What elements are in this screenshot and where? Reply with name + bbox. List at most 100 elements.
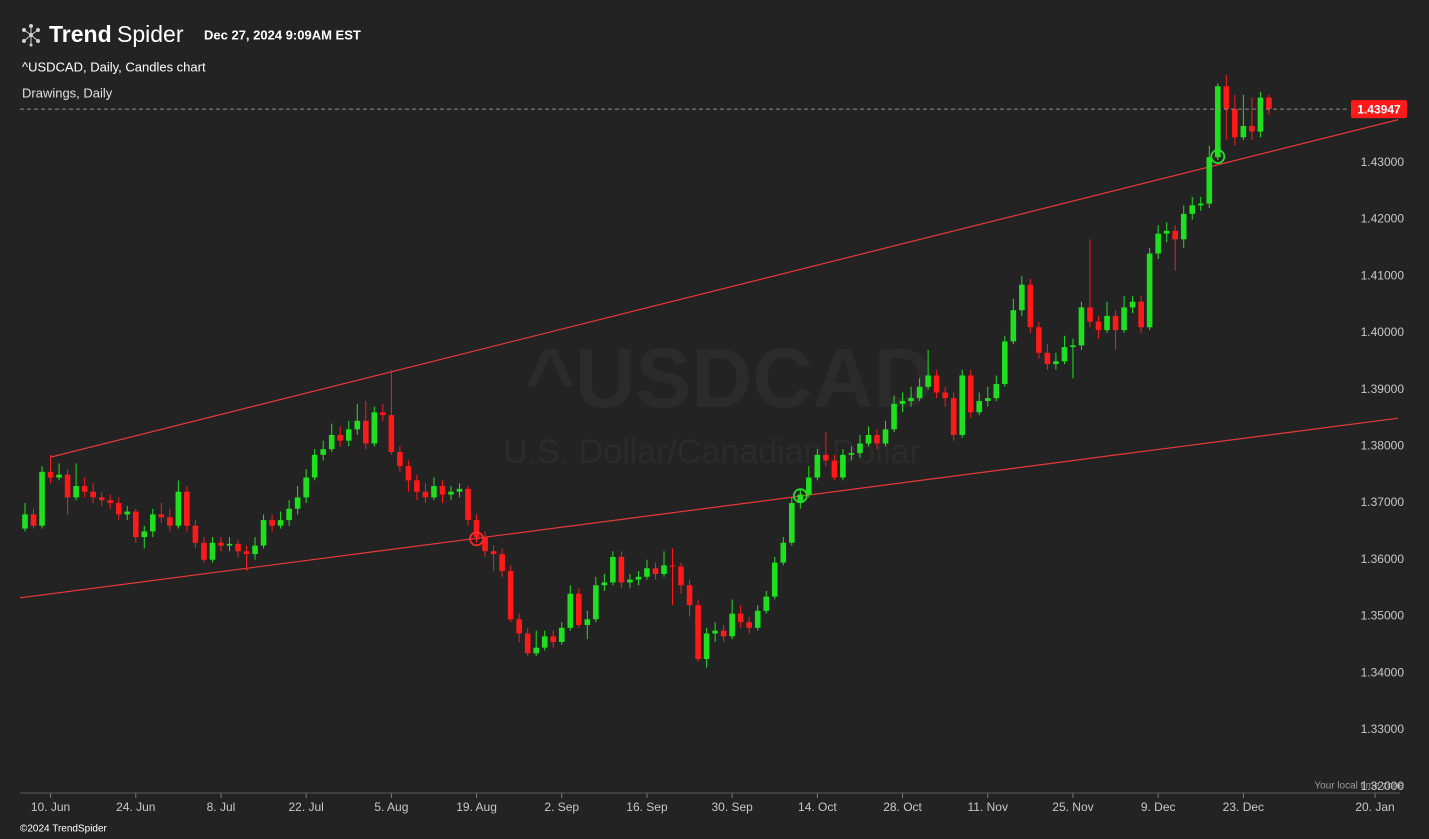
candle-body	[950, 398, 957, 435]
candle-body	[1257, 97, 1264, 132]
x-tick-label: 2. Sep	[544, 800, 579, 814]
candle-body	[823, 454, 829, 461]
candle-body	[1044, 352, 1051, 365]
candles	[22, 74, 1272, 668]
candle-body	[618, 556, 625, 583]
candle-body	[797, 494, 804, 504]
candle-body	[124, 511, 131, 515]
x-tick-label: 25. Nov	[1052, 800, 1093, 814]
candle-body	[1070, 345, 1076, 348]
watermark: ^USDCAD	[526, 331, 934, 425]
candle-body	[959, 375, 965, 435]
signal-circle	[1210, 149, 1226, 164]
candle-body	[260, 520, 267, 546]
y-tick-label: 1.36000	[1361, 552, 1405, 566]
x-tick-label: 23. Dec	[1223, 800, 1264, 814]
candle-body	[916, 386, 923, 399]
footer: ©2024 TrendSpider	[20, 824, 108, 835]
candle-body	[115, 503, 122, 515]
candle-body	[209, 542, 216, 560]
candle-body	[64, 474, 71, 498]
candle-body	[1053, 361, 1059, 365]
candle-body	[967, 375, 974, 413]
candle-body	[226, 543, 233, 546]
signal-marker	[1210, 149, 1226, 164]
candle-body	[328, 435, 335, 450]
candle-body	[993, 383, 1000, 399]
candle-body	[482, 537, 488, 552]
candle-body	[294, 497, 301, 509]
candle-body	[771, 562, 778, 597]
timezone-note: Your local time zone	[1314, 781, 1404, 792]
candle-body	[422, 491, 429, 498]
candle-body	[107, 500, 113, 504]
x-tick-label: 5. Aug	[374, 800, 408, 814]
candle-body	[984, 398, 991, 401]
brand-light: Spider	[117, 21, 184, 47]
candle-body	[235, 543, 241, 552]
candle-body	[371, 412, 378, 444]
y-tick-label: 1.33000	[1361, 722, 1405, 736]
y-tick-label: 1.41000	[1361, 268, 1405, 282]
candle-body	[848, 453, 855, 455]
candle-body	[635, 576, 642, 580]
last-price-label: 1.43947	[1357, 102, 1401, 116]
x-tick-label: 16. Sep	[626, 800, 668, 814]
last-price-tag	[1351, 100, 1407, 119]
y-tick-label: 1.39000	[1361, 382, 1405, 396]
candle-body	[1266, 97, 1272, 109]
candle-body	[1163, 230, 1170, 234]
candle-body	[831, 460, 838, 478]
candle-body	[1197, 203, 1204, 206]
candle-body	[354, 420, 361, 430]
candle-body	[473, 520, 480, 538]
chart-title: ^USDCAD, Daily, Candles chart	[22, 59, 206, 74]
candle-body	[669, 565, 676, 567]
candle-body	[899, 400, 906, 404]
candle-body	[1146, 253, 1153, 328]
candle-body	[550, 636, 557, 642]
candle-body	[933, 375, 940, 393]
candle-body	[746, 622, 752, 628]
candle-body	[976, 400, 983, 413]
candle-body	[695, 605, 701, 660]
y-tick-label: 1.43000	[1361, 155, 1405, 169]
candle-body	[1129, 301, 1136, 308]
candle-body	[533, 647, 539, 654]
candle-body	[814, 454, 821, 478]
x-tick-label: 8. Jul	[207, 800, 236, 814]
brand-bold: Trend	[49, 21, 112, 47]
signal-circle	[792, 488, 808, 504]
candle-body	[763, 596, 770, 611]
x-tick-label: 11. Nov	[968, 800, 1008, 814]
candle-body	[754, 610, 761, 628]
x-tick-label: 10. Jun	[31, 800, 70, 814]
candle-body	[882, 429, 889, 444]
candle-body	[1155, 233, 1161, 254]
candle-body	[516, 619, 522, 634]
candle-body	[311, 454, 318, 478]
candle-body	[678, 566, 684, 586]
candle-body	[1112, 315, 1119, 331]
y-tick-label: 1.32000	[1361, 779, 1405, 793]
x-tick-label: 22. Jul	[288, 800, 323, 814]
candle-body	[567, 593, 574, 628]
candle-body	[1240, 125, 1247, 138]
candle-body	[541, 636, 548, 648]
candle-body	[720, 630, 727, 637]
candle-body	[1189, 205, 1196, 214]
candle-body	[1019, 284, 1025, 311]
y-tick-label: 1.42000	[1361, 212, 1405, 226]
candle-body	[644, 568, 650, 577]
candle-body	[874, 435, 880, 444]
brand-logo	[22, 24, 40, 47]
candle-body	[320, 449, 326, 455]
candle-body	[277, 520, 284, 526]
candle-body	[1002, 341, 1008, 384]
candle-body	[840, 454, 846, 478]
y-tick-label: 1.35000	[1361, 609, 1405, 623]
candle-body	[1010, 310, 1017, 342]
candle-body	[175, 491, 182, 526]
candle-body	[1087, 307, 1093, 322]
